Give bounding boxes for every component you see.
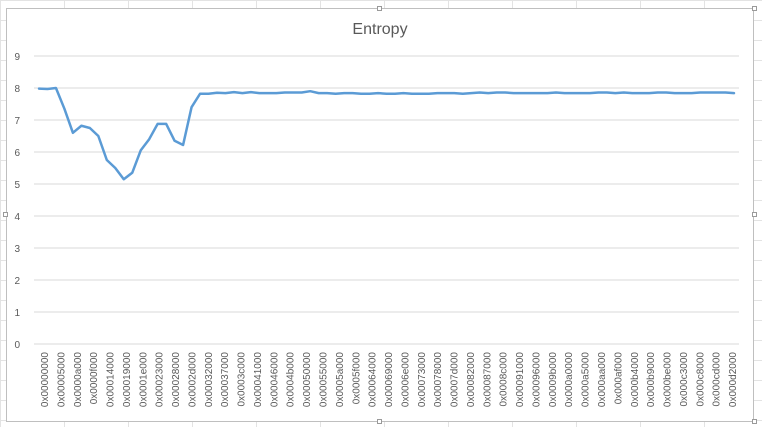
chart-title: Entropy [352, 21, 408, 38]
x-tick-label: 0x000be000 [663, 352, 674, 407]
y-tick-label: 9 [14, 52, 20, 63]
y-tick-label: 6 [14, 148, 20, 159]
y-tick-label: 7 [14, 116, 20, 127]
x-tick-label: 0x000af000 [613, 352, 624, 405]
y-tick-label: 0 [14, 340, 20, 351]
series-line-entropy [37, 86, 736, 181]
x-tick-label: 0x0007d000 [450, 352, 461, 407]
resize-handle-bottom[interactable] [377, 419, 382, 424]
x-tick-label: 0x000c3000 [679, 352, 690, 407]
resize-handle-top[interactable] [377, 6, 382, 11]
x-tick-label: 0x00091000 [515, 352, 526, 407]
x-tick-label: 0x000b9000 [646, 352, 657, 407]
x-tick-label: 0x00055000 [318, 352, 329, 407]
x-tick-label: 0x00023000 [155, 352, 166, 407]
x-tick-label: 0x00019000 [122, 352, 133, 407]
x-tick-label: 0x00041000 [253, 352, 264, 407]
x-tick-label: 0x00064000 [368, 352, 379, 407]
x-tick-label: 0x00014000 [106, 352, 117, 407]
x-tick-label: 0x0005a000 [335, 352, 346, 407]
x-tick-label: 0x00069000 [384, 352, 395, 407]
x-tick-label: 0x00050000 [302, 352, 313, 407]
resize-handle-bottom-right[interactable] [752, 419, 757, 424]
x-tick-label: 0x00096000 [531, 352, 542, 407]
x-tick-label: 0x0000f000 [89, 352, 100, 405]
x-tick-label: 0x000aa000 [597, 352, 608, 407]
x-tick-label: 0x000cd000 [712, 352, 723, 407]
x-tick-label: 0x00082000 [466, 352, 477, 407]
y-tick-label: 2 [14, 276, 20, 287]
x-tick-label: 0x00000000 [40, 352, 51, 407]
resize-handle-top-right[interactable] [752, 6, 757, 11]
x-tick-label: 0x000c8000 [695, 352, 706, 407]
x-tick-label: 0x0008c000 [499, 352, 510, 407]
resize-handle-left[interactable] [3, 212, 8, 217]
y-tick-label: 3 [14, 244, 20, 255]
x-tick-label: 0x0000a000 [73, 352, 84, 407]
x-tick-label: 0x00073000 [417, 352, 428, 407]
x-tick-label: 0x000a0000 [564, 352, 575, 407]
x-tick-label: 0x0004b000 [286, 352, 297, 407]
y-tick-label: 5 [14, 180, 20, 191]
x-tick-label: 0x0005f000 [351, 352, 362, 405]
x-tick-label: 0x0009b000 [548, 352, 559, 407]
x-tick-label: 0x0006e000 [400, 352, 411, 407]
entropy-line-chart: 0 1 2 3 4 5 6 7 8 9 0x00000000 0x00005000 0x0000a000… [14, 52, 739, 407]
x-tick-label: 0x000d2000 [728, 352, 739, 407]
x-tick-label: 0x00078000 [433, 352, 444, 407]
x-tick-label: 0x000b4000 [630, 352, 641, 407]
x-tick-label: 0x0003c000 [237, 352, 248, 407]
x-tick-label: 0x0001e000 [138, 352, 149, 407]
x-tick-label: 0x00005000 [56, 352, 67, 407]
resize-handle-right[interactable] [752, 212, 757, 217]
y-tick-label: 1 [14, 308, 20, 319]
x-tick-label: 0x00028000 [171, 352, 182, 407]
x-tick-label: 0x00087000 [482, 352, 493, 407]
y-tick-label: 4 [14, 212, 20, 223]
x-tick-label: 0x00037000 [220, 352, 231, 407]
x-tick-label: 0x00032000 [204, 352, 215, 407]
x-tick-label: 0x000a5000 [581, 352, 592, 407]
x-tick-label: 0x00046000 [269, 352, 280, 407]
y-tick-label: 8 [14, 84, 20, 95]
x-tick-label: 0x0002d000 [187, 352, 198, 407]
chart-area[interactable]: Entropy 0 1 2 3 4 5 6 7 8 9 0x00000000 0x00005000 0x… [6, 8, 754, 422]
